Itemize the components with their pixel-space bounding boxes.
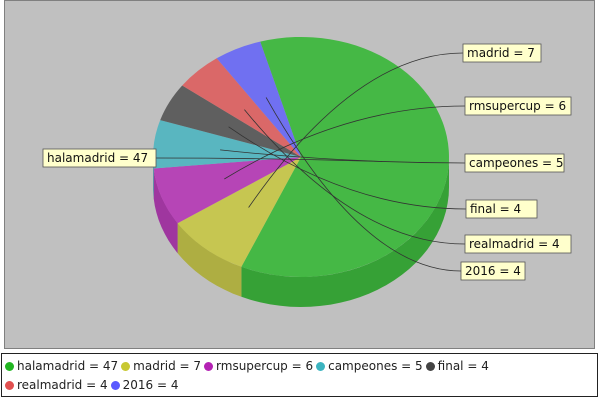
legend-item-campeones: campeones = 5: [316, 357, 423, 376]
leader-line-campeones: [220, 149, 466, 164]
legend-marker: [5, 381, 14, 390]
legend-marker: [5, 362, 14, 371]
data-label-madrid: madrid = 7: [467, 46, 535, 60]
leader-line-madrid: [248, 52, 464, 208]
pie-side-madrid: [177, 223, 242, 297]
legend-marker: [316, 362, 326, 371]
data-label-halamadrid: halamadrid = 47: [47, 151, 148, 165]
legend-item-madrid: madrid = 7: [121, 357, 201, 376]
legend-label: madrid = 7: [133, 359, 202, 373]
legend-label: final = 4: [437, 359, 489, 373]
pie-slice-realmadrid: [182, 58, 301, 157]
legend-marker: [425, 362, 435, 371]
legend-label: 2016 = 4: [122, 378, 179, 392]
data-label-box-rmsupercup: [464, 96, 572, 116]
legend-label: realmadrid = 4: [17, 378, 108, 392]
legend-marker: [110, 381, 120, 390]
pie-chart: halamadrid = 47 madrid = 7 rmsupercup = 6 c…: [42, 36, 572, 307]
leader-line-final: [228, 126, 467, 210]
leader-line-2016: [265, 97, 462, 272]
pie-slice-madrid: [177, 157, 301, 267]
data-label-2016: 2016 = 4: [465, 264, 521, 278]
data-label-final: final = 4: [470, 202, 521, 216]
data-label-box-halamadrid: [42, 148, 157, 168]
pie-side-halamadrid: [241, 157, 449, 307]
data-label-box-2016: [460, 261, 526, 281]
pie-slice-rmsupercup: [153, 157, 301, 224]
pie-slice-final: [160, 85, 301, 157]
data-label-box-realmadrid: [464, 234, 572, 254]
data-label-campeones: campeones = 5: [469, 156, 564, 170]
legend-item-halamadrid: halamadrid = 47: [5, 357, 118, 376]
leader-line-rmsupercup: [224, 105, 466, 180]
pie-labels: halamadrid = 47 madrid = 7 rmsupercup = 6 c…: [42, 43, 572, 281]
data-label-rmsupercup: rmsupercup = 6: [469, 99, 566, 113]
legend-item-2016: 2016 = 4: [110, 376, 179, 395]
legend-marker: [204, 362, 214, 371]
leader-line-realmadrid: [244, 109, 466, 245]
legend-marker: [121, 362, 131, 371]
legend-label: campeones = 5: [328, 359, 423, 373]
data-label-realmadrid: realmadrid = 4: [469, 237, 560, 251]
pie-slice-2016: [216, 41, 301, 157]
legend-item-final: final = 4: [425, 357, 489, 376]
pie-slices: [153, 36, 449, 277]
data-label-box-final: [465, 199, 538, 219]
pie-side-rmsupercup: [153, 168, 178, 254]
pie-slice-halamadrid: [241, 36, 449, 277]
data-label-box-campeones: [464, 153, 565, 173]
legend-label: halamadrid = 47: [17, 359, 119, 373]
chart-legend: halamadrid = 47 madrid = 7 rmsupercup = 6 c…: [1, 353, 598, 397]
pie-slice-campeones: [153, 120, 301, 169]
legend-label: rmsupercup = 6: [216, 359, 314, 373]
legend-item-realmadrid: realmadrid = 4: [5, 376, 108, 395]
data-label-box-madrid: [462, 43, 542, 63]
legend-item-rmsupercup: rmsupercup = 6: [204, 357, 313, 376]
chart-plot-area: halamadrid = 47 madrid = 7 rmsupercup = 6 c…: [4, 0, 595, 349]
